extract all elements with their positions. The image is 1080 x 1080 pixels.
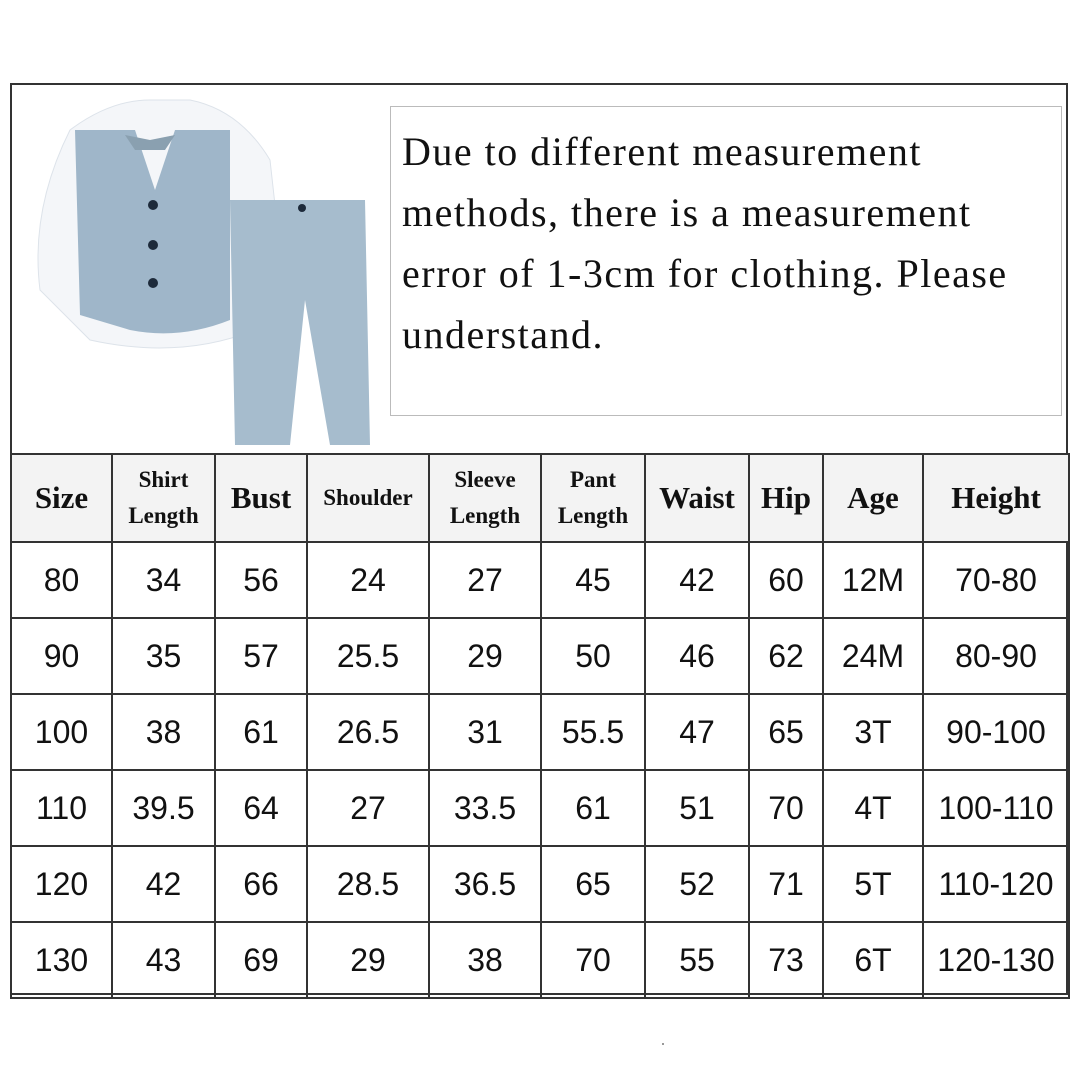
table-cell: 27: [306, 769, 430, 847]
table-row: 90 35 57 25.5 29 50 46 62 24M 80-90: [10, 617, 1070, 695]
table-row: 80 34 56 24 27 45 42 60 12M 70-80: [10, 541, 1070, 619]
table-cell: 51: [644, 769, 750, 847]
table-cell: 52: [644, 845, 750, 923]
table-cell: 120: [10, 845, 113, 923]
table-cell: 12M: [822, 541, 924, 619]
table-cell: 24: [306, 541, 430, 619]
table-cell: 70: [748, 769, 824, 847]
table-cell: 71: [748, 845, 824, 923]
table-cell: 46: [644, 617, 750, 695]
header-line: Length: [449, 503, 521, 528]
table-cell: 24M: [822, 617, 924, 695]
column-header: Age: [822, 453, 924, 543]
table-cell: 56: [214, 541, 308, 619]
table-cell: 50: [540, 617, 646, 695]
table-cell: 57: [214, 617, 308, 695]
table-cell: 64: [214, 769, 308, 847]
header-line: Shirt: [138, 467, 189, 492]
table-cell: 4T: [822, 769, 924, 847]
table-cell: 34: [111, 541, 216, 619]
table-cell: 47: [644, 693, 750, 771]
outfit-image: [37, 99, 370, 445]
column-header: Sleeve Length: [428, 453, 542, 543]
table-cell: 3T: [822, 693, 924, 771]
column-header: Pant Length: [540, 453, 646, 543]
column-header: Hip: [748, 453, 824, 543]
table-cell: 43: [111, 921, 216, 999]
size-table: Size Shirt Length Bust Shoulder Sleeve Length P…: [10, 453, 1070, 999]
table-cell: 60: [748, 541, 824, 619]
table-cell: 100: [10, 693, 113, 771]
table-cell: 70-80: [922, 541, 1070, 619]
table-cell: 80-90: [922, 617, 1070, 695]
table-cell: 90-100: [922, 693, 1070, 771]
table-cell: 39.5: [111, 769, 216, 847]
table-cell: 61: [214, 693, 308, 771]
table-cell: 27: [428, 541, 542, 619]
table-cell: 61: [540, 769, 646, 847]
table-row: 100 38 61 26.5 31 55.5 47 65 3T 90-100: [10, 693, 1070, 771]
header-line: Sleeve: [454, 467, 516, 492]
table-cell: 29: [428, 617, 542, 695]
table-cell: 130: [10, 921, 113, 999]
table-row: 130 43 69 29 38 70 55 73 6T 120-130: [10, 921, 1070, 999]
table-cell: 42: [644, 541, 750, 619]
header-line: Pant: [570, 467, 616, 492]
column-header: Shirt Length: [111, 453, 216, 543]
table-cell: 36.5: [428, 845, 542, 923]
table-cell: 29: [306, 921, 430, 999]
table-cell: 69: [214, 921, 308, 999]
table-cell: 26.5: [306, 693, 430, 771]
measurement-notice: Due to different measurement methods, th…: [390, 106, 1062, 416]
table-cell: 28.5: [306, 845, 430, 923]
table-row: 110 39.5 64 27 33.5 61 51 70 4T 100-110: [10, 769, 1070, 847]
table-cell: 65: [540, 845, 646, 923]
column-header: Bust: [214, 453, 308, 543]
stray-dot: [662, 1043, 664, 1045]
table-cell: 120-130: [922, 921, 1070, 999]
header-line: Length: [128, 503, 199, 528]
table-cell: 62: [748, 617, 824, 695]
table-cell: 31: [428, 693, 542, 771]
table-cell: 6T: [822, 921, 924, 999]
table-cell: 5T: [822, 845, 924, 923]
header-line: Length: [557, 503, 629, 528]
table-cell: 66: [214, 845, 308, 923]
table-cell: 100-110: [922, 769, 1070, 847]
column-header: Height: [922, 453, 1070, 543]
column-header: Waist: [644, 453, 750, 543]
table-cell: 110: [10, 769, 113, 847]
table-cell: 73: [748, 921, 824, 999]
table-cell: 38: [111, 693, 216, 771]
table-header-row: Size Shirt Length Bust Shoulder Sleeve Length P…: [10, 453, 1070, 543]
table-cell: 42: [111, 845, 216, 923]
table-cell: 70: [540, 921, 646, 999]
table-cell: 80: [10, 541, 113, 619]
table-cell: 55.5: [540, 693, 646, 771]
table-cell: 55: [644, 921, 750, 999]
table-row: 120 42 66 28.5 36.5 65 52 71 5T 110-120: [10, 845, 1070, 923]
table-cell: 110-120: [922, 845, 1070, 923]
column-header: Shoulder: [306, 453, 430, 543]
table-cell: 45: [540, 541, 646, 619]
table-cell: 90: [10, 617, 113, 695]
column-header: Size: [10, 453, 113, 543]
table-cell: 65: [748, 693, 824, 771]
table-cell: 33.5: [428, 769, 542, 847]
table-cell: 25.5: [306, 617, 430, 695]
table-cell: 35: [111, 617, 216, 695]
table-cell: 38: [428, 921, 542, 999]
